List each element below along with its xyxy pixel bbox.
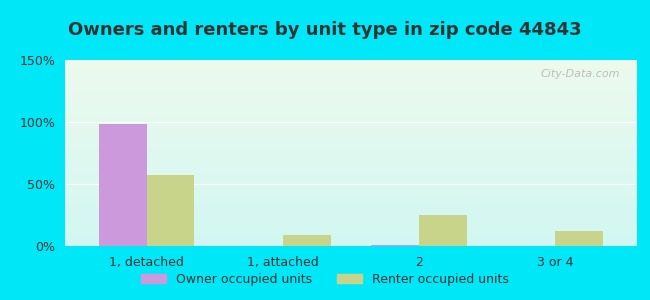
- Legend: Owner occupied units, Renter occupied units: Owner occupied units, Renter occupied un…: [136, 268, 514, 291]
- Text: City-Data.com: City-Data.com: [540, 69, 620, 79]
- Bar: [419, 215, 467, 246]
- Bar: [99, 124, 147, 246]
- Text: Owners and renters by unit type in zip code 44843: Owners and renters by unit type in zip c…: [68, 21, 582, 39]
- Bar: [555, 231, 603, 246]
- Bar: [371, 245, 419, 246]
- Bar: [283, 235, 331, 246]
- Bar: [147, 175, 194, 246]
